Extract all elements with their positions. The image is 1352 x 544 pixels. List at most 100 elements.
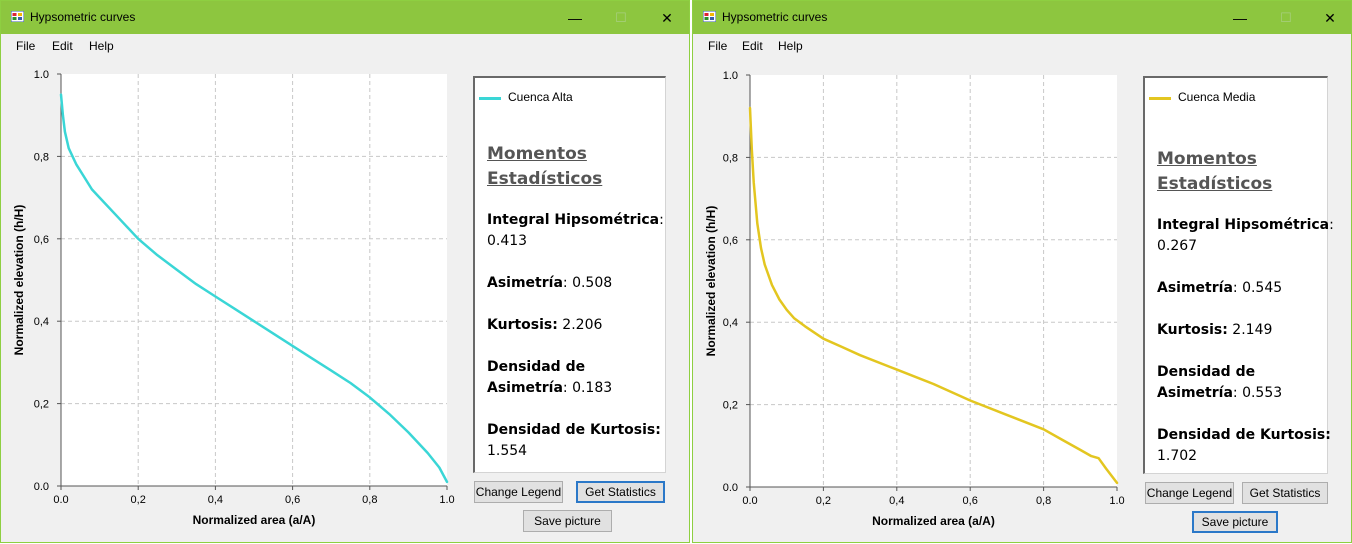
stat-densidad-kurtosis-value: 1.702 bbox=[1157, 448, 1198, 464]
y-tick-label: 0,4 bbox=[723, 317, 738, 329]
x-axis-label: Normalized area (a/A) bbox=[872, 514, 995, 528]
x-tick-label: 0,6 bbox=[285, 494, 300, 506]
stat-densidad-kurtosis: Densidad de Kurtosis: 1.554 bbox=[487, 420, 667, 462]
close-icon[interactable]: ✕ bbox=[661, 10, 673, 26]
stat-integral: Integral Hipsométrica: 0.267 bbox=[1157, 215, 1337, 257]
legend-line-swatch bbox=[479, 97, 501, 100]
legend-line-swatch bbox=[1149, 97, 1171, 100]
x-tick-label: 0.0 bbox=[742, 495, 757, 507]
minimize-icon[interactable]: — bbox=[568, 10, 582, 26]
statistics-text: Momentos Estadísticos Integral Hipsométr… bbox=[487, 142, 667, 483]
stat-densidad-kurtosis-value: 1.554 bbox=[487, 443, 528, 459]
y-tick-label: 0,8 bbox=[723, 152, 738, 164]
stat-integral-label: Integral Hipsométrica bbox=[487, 212, 660, 228]
stat-kurtosis-label: Kurtosis: bbox=[487, 317, 558, 333]
stat-integral: Integral Hipsométrica: 0.413 bbox=[487, 210, 667, 252]
stat-densidad-asimetria-label: Densidad de Asimetría bbox=[487, 359, 586, 396]
menu-file[interactable]: File bbox=[16, 39, 36, 53]
x-tick-label: 0,8 bbox=[362, 494, 377, 506]
x-axis-label: Normalized area (a/A) bbox=[193, 513, 316, 527]
title-bar[interactable]: Hypsometric curves — ☐ ✕ bbox=[1, 1, 689, 34]
app-icon bbox=[703, 11, 716, 22]
y-tick-label: 0,4 bbox=[34, 316, 49, 328]
stat-kurtosis-value: 2.206 bbox=[557, 317, 603, 333]
y-tick-label: 0.0 bbox=[34, 481, 49, 493]
maximize-icon[interactable]: ☐ bbox=[615, 10, 627, 25]
legend-label: Cuenca Media bbox=[1178, 90, 1256, 104]
y-axis-label: Normalized elevation (h/H) bbox=[704, 206, 718, 357]
x-tick-label: 0,6 bbox=[963, 495, 978, 507]
x-tick-label: 0.0 bbox=[53, 494, 68, 506]
x-tick-label: 0,4 bbox=[889, 495, 904, 507]
legend-label: Cuenca Alta bbox=[508, 90, 573, 104]
stat-densidad-kurtosis-label: Densidad de Kurtosis: bbox=[1157, 427, 1331, 443]
stat-kurtosis-label: Kurtosis: bbox=[1157, 322, 1228, 338]
stat-integral-label: Integral Hipsométrica bbox=[1157, 217, 1330, 233]
stat-densidad-asimetria-value: : 0.183 bbox=[562, 380, 613, 396]
window-cuenca-media: Hypsometric curves — ☐ ✕ File Edit Help … bbox=[692, 0, 1352, 543]
menu-edit[interactable]: Edit bbox=[742, 39, 763, 53]
stat-integral-value: : 0.413 bbox=[487, 212, 664, 249]
stat-kurtosis: Kurtosis: 2.149 bbox=[1157, 320, 1337, 341]
stats-heading: Momentos Estadísticos bbox=[1157, 149, 1273, 194]
close-icon[interactable]: ✕ bbox=[1324, 10, 1336, 26]
stat-densidad-kurtosis-label: Densidad de Kurtosis: bbox=[487, 422, 661, 438]
stats-heading: Momentos Estadísticos bbox=[487, 144, 603, 189]
save-picture-button[interactable]: Save picture bbox=[523, 510, 612, 532]
x-tick-label: 0,8 bbox=[1036, 495, 1051, 507]
x-tick-label: 1.0 bbox=[439, 494, 454, 506]
app-icon bbox=[11, 11, 24, 22]
y-tick-label: 0,6 bbox=[723, 235, 738, 247]
stat-asimetria-value: : 0.508 bbox=[562, 275, 613, 291]
y-tick-label: 0.0 bbox=[723, 482, 738, 494]
get-statistics-button[interactable]: Get Statistics bbox=[1242, 482, 1328, 504]
y-tick-label: 1.0 bbox=[34, 69, 49, 81]
menu-bar: File Edit Help bbox=[1, 34, 689, 57]
window-title: Hypsometric curves bbox=[722, 10, 828, 24]
menu-bar: File Edit Help bbox=[693, 34, 1351, 57]
maximize-icon[interactable]: ☐ bbox=[1280, 10, 1292, 25]
series-line bbox=[59, 93, 449, 484]
y-tick-label: 0,6 bbox=[34, 234, 49, 246]
plot-area bbox=[61, 74, 447, 486]
y-tick-label: 0,2 bbox=[723, 400, 738, 412]
x-tick-label: 0,2 bbox=[816, 495, 831, 507]
stat-asimetria-label: Asimetría bbox=[487, 275, 563, 291]
stat-densidad-kurtosis: Densidad de Kurtosis: 1.702 bbox=[1157, 425, 1337, 467]
change-legend-button[interactable]: Change Legend bbox=[1145, 482, 1234, 504]
menu-edit[interactable]: Edit bbox=[52, 39, 73, 53]
stat-kurtosis: Kurtosis: 2.206 bbox=[487, 315, 667, 336]
legend-panel: Cuenca Media Momentos Estadísticos Integ… bbox=[1143, 76, 1334, 474]
stat-densidad-asimetria: Densidad de Asimetría: 0.183 bbox=[487, 357, 667, 399]
get-statistics-button[interactable]: Get Statistics bbox=[576, 481, 665, 503]
window-title: Hypsometric curves bbox=[30, 10, 136, 24]
stat-asimetria: Asimetría: 0.545 bbox=[1157, 278, 1337, 299]
stat-kurtosis-value: 2.149 bbox=[1227, 322, 1273, 338]
title-bar[interactable]: Hypsometric curves — ☐ ✕ bbox=[693, 1, 1351, 34]
hypsometric-chart: 0.0 0.0 0,2 0,2 0,4 0,4 0,6 0,6 0,8 0,8 1.0 1.0 Norm… bbox=[12, 69, 455, 527]
stat-asimetria: Asimetría: 0.508 bbox=[487, 273, 667, 294]
stat-densidad-asimetria-value: : 0.553 bbox=[1232, 385, 1283, 401]
x-tick-label: 0,2 bbox=[131, 494, 146, 506]
stat-densidad-asimetria: Densidad de Asimetría: 0.553 bbox=[1157, 362, 1337, 404]
menu-help[interactable]: Help bbox=[89, 39, 114, 53]
x-tick-label: 1.0 bbox=[1109, 495, 1124, 507]
stat-densidad-asimetria-label: Densidad de Asimetría bbox=[1157, 364, 1256, 401]
stat-asimetria-label: Asimetría bbox=[1157, 280, 1233, 296]
stat-integral-value: : 0.267 bbox=[1157, 217, 1334, 254]
stat-asimetria-value: : 0.545 bbox=[1232, 280, 1283, 296]
window-cuenca-alta: Hypsometric curves — ☐ ✕ File Edit Help … bbox=[0, 0, 690, 543]
change-legend-button[interactable]: Change Legend bbox=[474, 481, 563, 503]
statistics-text: Momentos Estadísticos Integral Hipsométr… bbox=[1157, 147, 1337, 488]
plot-area bbox=[750, 75, 1117, 487]
series-line bbox=[748, 106, 1119, 485]
minimize-icon[interactable]: — bbox=[1233, 10, 1247, 26]
legend-panel: Cuenca Alta Momentos Estadísticos Integr… bbox=[473, 76, 666, 473]
save-picture-button[interactable]: Save picture bbox=[1192, 511, 1278, 533]
menu-file[interactable]: File bbox=[708, 39, 728, 53]
hypsometric-chart: 0.0 0.0 0,2 0,2 0,4 0,4 0,6 0,6 0,8 0,8 1.0 1.0 Norm… bbox=[704, 70, 1125, 528]
y-tick-label: 1.0 bbox=[723, 70, 738, 82]
menu-help[interactable]: Help bbox=[778, 39, 803, 53]
y-tick-label: 0,8 bbox=[34, 151, 49, 163]
y-axis-label: Normalized elevation (h/H) bbox=[12, 205, 26, 356]
